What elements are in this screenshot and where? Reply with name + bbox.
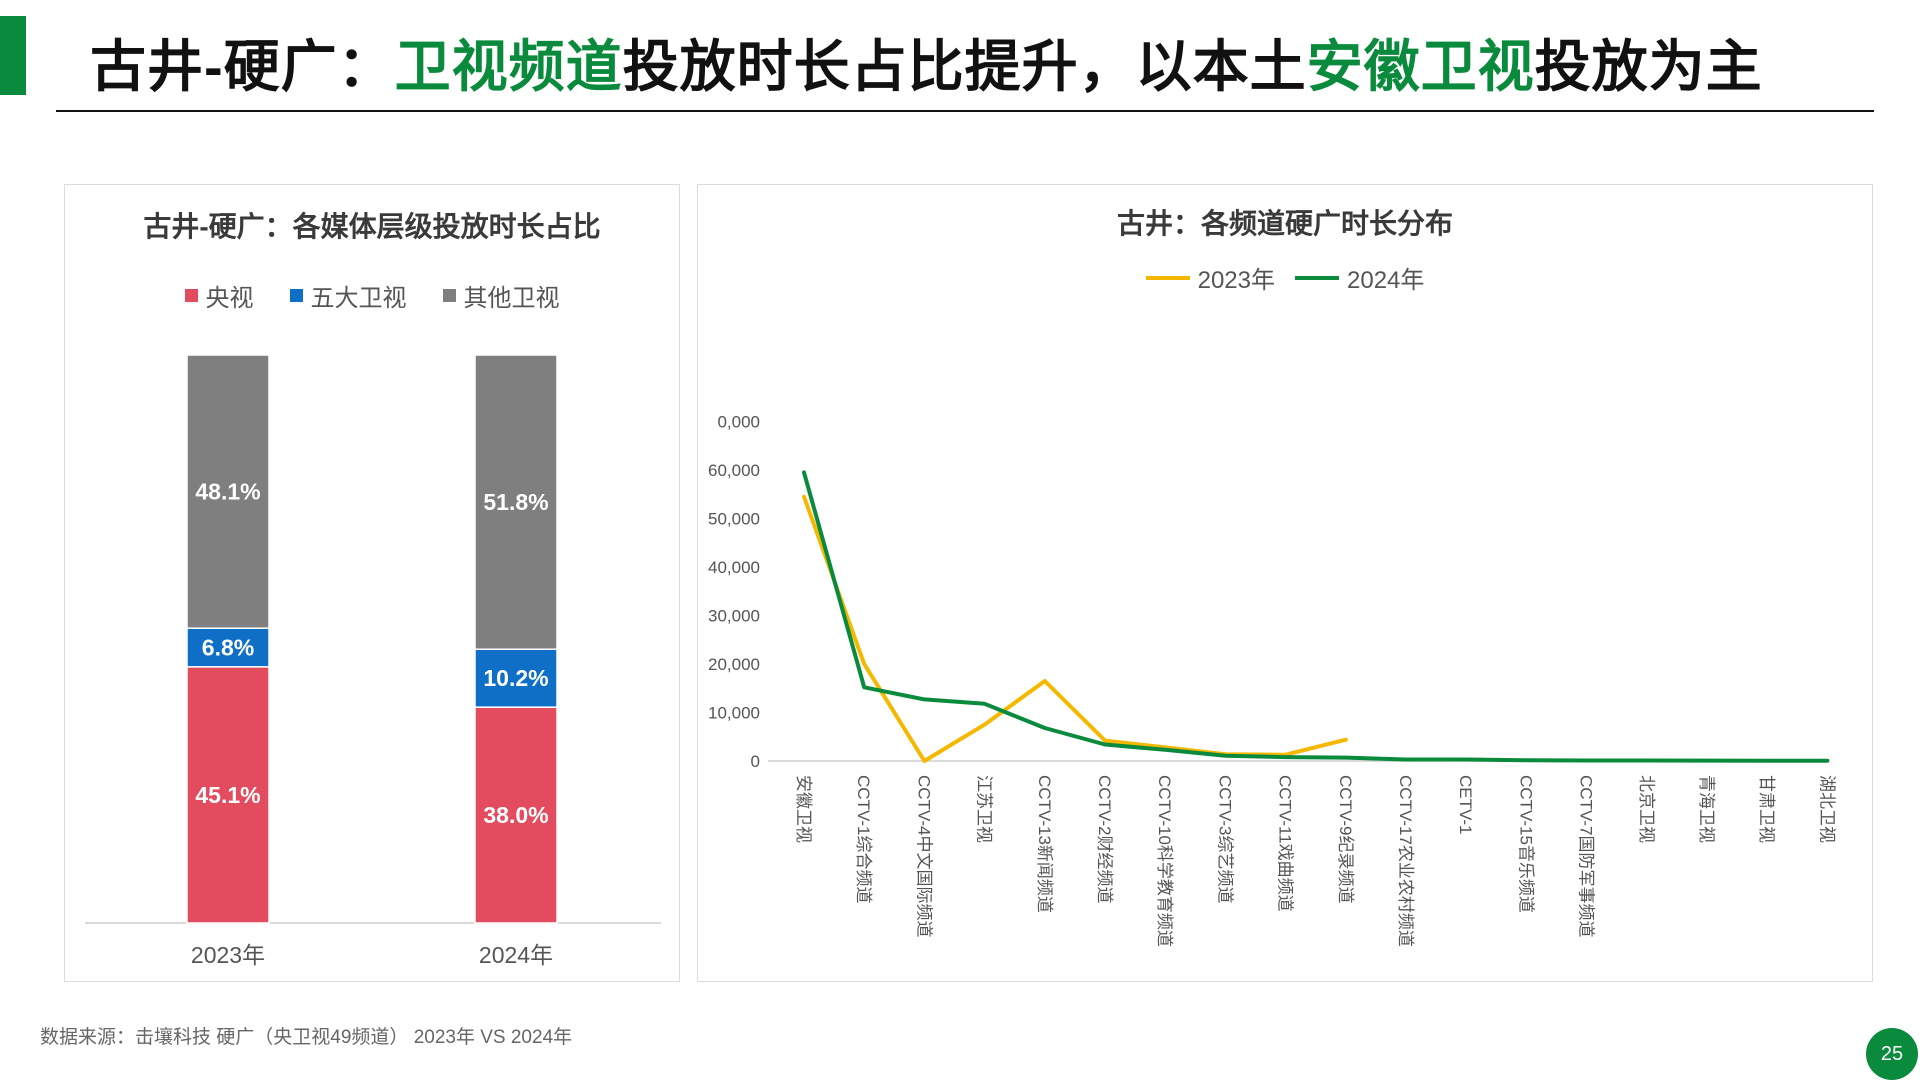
legend-item-2023: 2023年 (1145, 260, 1275, 295)
y-tick-label: 60,000 (708, 461, 760, 480)
data-source-note: 数据来源：击壤科技 硬广（央卫视49频道） 2023年 VS 2024年 (40, 1027, 573, 1048)
bar-segment-1-0 (474, 706, 558, 924)
x-tick-label: CCTV-15音乐频道 (1516, 775, 1535, 913)
y-tick-label: 0 (751, 752, 760, 771)
x-tick-label: CCTV-17农业农村频道 (1396, 775, 1415, 947)
x-tick-label: CCTV-13新闻频道 (1035, 775, 1054, 913)
line-chart: 0,000 60,000 50,000 40,000 30,000 20,000 10,00… (708, 413, 1836, 947)
x-tick-label: 北京卫视 (1637, 775, 1656, 843)
title-part-5: 投放为主 (1534, 35, 1763, 98)
channel-duration-chart-panel: 古井：各频道硬广时长分布 2023年 2024年 0,000 60,000 50,0… (697, 184, 1873, 982)
legend-swatch-top5-satellite (289, 289, 303, 302)
bar-value-label: 10.2% (483, 665, 548, 691)
legend-label-2023: 2023年 (1197, 267, 1275, 294)
y-tick-label: 20,000 (708, 655, 760, 674)
series-line-1 (802, 470, 1830, 763)
stacked-chart-title: 古井-硬广：各媒体层级投放时长占比 (143, 211, 601, 242)
bar-segment-0-2 (186, 354, 270, 629)
x-tick-label: CCTV-7国防军事频道 (1577, 775, 1596, 937)
series-line-0 (802, 494, 1348, 763)
bar-value-label: 51.8% (483, 489, 548, 515)
bar-value-label: 45.1% (195, 782, 260, 808)
bar-segment-1-1 (474, 648, 558, 708)
bar-category-label: 2023年 (191, 942, 265, 968)
x-tick-label: 湖北卫视 (1817, 775, 1836, 843)
x-tick-label: CETV-1 (1456, 775, 1475, 835)
line-chart-legend: 2023年 2024年 (698, 260, 1872, 295)
legend-label-cctv: 央视 (205, 285, 254, 312)
legend-label-2024: 2024年 (1347, 267, 1425, 294)
x-tick-label: 江苏卫视 (975, 775, 994, 843)
legend-item-other-satellite: 其他卫视 (442, 278, 560, 313)
title-highlight-satellite-channels: 卫视频道 (394, 35, 623, 98)
x-tick-label: 甘肃卫视 (1757, 775, 1776, 843)
page-title: 古井-硬广：卫视频道投放时长占比提升，以本土安徽卫视投放为主 (90, 22, 1763, 103)
title-highlight-anhui-tv: 安徽卫视 (1306, 35, 1535, 98)
x-tick-label: CCTV-3综艺频道 (1215, 775, 1234, 903)
legend-item-top5-satellite: 五大卫视 (289, 278, 407, 313)
bar-value-label: 48.1% (195, 479, 260, 505)
y-tick-label: 50,000 (708, 510, 760, 529)
media-tier-share-chart-panel: 古井-硬广：各媒体层级投放时长占比 央视 五大卫视 其他卫视 45.1% 6.8%… (64, 184, 680, 982)
legend-item-2024: 2024年 (1295, 260, 1424, 295)
x-tick-label: CCTV-1综合频道 (854, 775, 873, 903)
legend-swatch-cctv (184, 289, 198, 302)
x-tick-label: CCTV-9纪录频道 (1336, 775, 1355, 903)
x-tick-label: CCTV-10科学教育频道 (1155, 775, 1174, 947)
legend-label-other-satellite: 其他卫视 (463, 285, 560, 312)
y-tick-label: 40,000 (708, 558, 760, 577)
x-tick-label: 安徽卫视 (794, 775, 813, 843)
title-part-3: 投放时长占比提升，以本土 (622, 35, 1307, 98)
title-accent-bar (0, 16, 26, 95)
legend-line-2023 (1145, 275, 1190, 280)
page-number-badge: 25 (1866, 1028, 1918, 1080)
stacked-bar-chart: 45.1% 6.8% 48.1% 2023年 38.0% 10.2% 51.8% 2024年 (85, 354, 661, 968)
bar-category-label: 2024年 (479, 942, 553, 968)
y-tick-label: 10,000 (708, 704, 760, 723)
x-tick-label: CCTV-2财经频道 (1095, 775, 1114, 903)
legend-swatch-other-satellite (442, 289, 456, 302)
bar-value-label: 38.0% (483, 802, 548, 828)
line-chart-title: 古井：各频道硬广时长分布 (1116, 208, 1453, 239)
x-tick-label: 青海卫视 (1697, 775, 1716, 843)
legend-label-top5-satellite: 五大卫视 (310, 285, 407, 312)
title-part-1: 古井-硬广： (90, 35, 395, 98)
x-tick-label: CCTV-4中文国际频道 (914, 775, 933, 937)
x-tick-label: CCTV-11戏曲频道 (1276, 775, 1295, 912)
legend-item-cctv: 央视 (184, 278, 254, 313)
title-divider (56, 110, 1874, 112)
y-tick-label: 0,000 (717, 413, 760, 432)
legend-line-2024 (1295, 275, 1339, 280)
bar-value-label: 6.8% (202, 635, 254, 661)
bar-segment-1-2 (474, 354, 558, 650)
stacked-chart-legend: 央视 五大卫视 其他卫视 (65, 278, 679, 313)
y-tick-label: 30,000 (708, 607, 760, 626)
